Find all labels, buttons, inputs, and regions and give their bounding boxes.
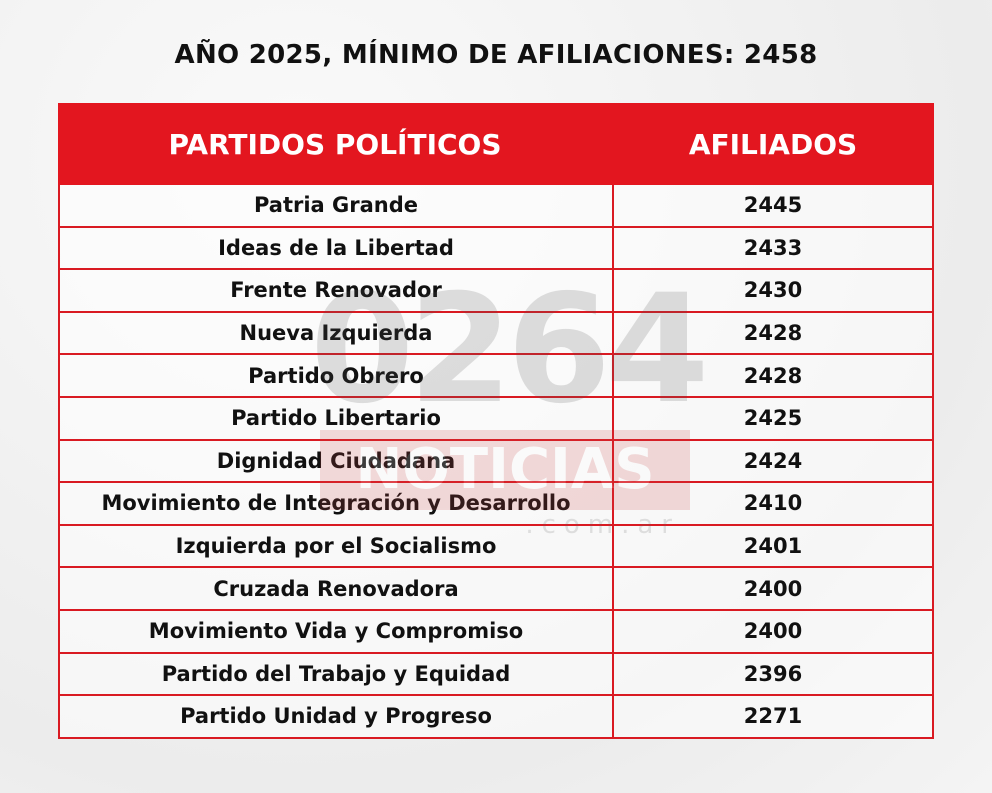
affiliates-count-cell: 2271 [743, 704, 803, 729]
party-name-cell: Partido del Trabajo y Equidad [60, 653, 614, 695]
table-row: Partido Libertario 2425 [58, 397, 934, 441]
party-name-cell: Patria Grande [60, 185, 614, 226]
affiliates-count-cell: 2445 [743, 193, 803, 218]
party-name-cell: Movimiento Vida y Compromiso [60, 610, 614, 652]
table-row: Partido Unidad y Progreso 2271 [58, 696, 934, 739]
party-name-cell: Dignidad Ciudadana [60, 440, 614, 482]
table-row: Nueva Izquierda 2428 [58, 312, 934, 356]
affiliates-table: PARTIDOS POLÍTICOS AFILIADOS Patria Gran… [58, 103, 934, 739]
party-name-cell: Cruzada Renovadora [60, 568, 614, 609]
table-row: Patria Grande 2445 [58, 185, 934, 228]
party-name-cell: Movimiento de Integración y Desarrollo [60, 483, 614, 524]
affiliates-count-cell: 2433 [743, 235, 803, 260]
table-row: Movimiento de Integración y Desarrollo 24… [58, 483, 934, 526]
table-row: Partido del Trabajo y Equidad 2396 [58, 653, 934, 697]
table-body: Patria Grande 2445 Ideas de la Libertad 243… [58, 185, 934, 739]
page-title: AÑO 2025, MÍNIMO DE AFILIACIONES: 2458 [174, 40, 818, 70]
affiliates-count-cell: 2428 [743, 363, 803, 388]
affiliates-count-cell: 2430 [743, 278, 803, 303]
party-name-cell: Partido Unidad y Progreso [60, 696, 614, 737]
party-name-cell: Nueva Izquierda [60, 312, 614, 354]
affiliates-count-cell: 2401 [743, 534, 803, 559]
table-row: Izquierda por el Socialismo 2401 [58, 525, 934, 569]
affiliates-count-cell: 2396 [743, 661, 803, 686]
table-row: Dignidad Ciudadana 2424 [58, 440, 934, 484]
party-name-cell: Izquierda por el Socialismo [60, 525, 614, 567]
affiliates-count-cell: 2425 [743, 406, 803, 431]
table-header: PARTIDOS POLÍTICOS AFILIADOS [58, 103, 934, 185]
party-name-cell: Partido Obrero [60, 355, 614, 396]
column-header-affiliates: AFILIADOS [688, 127, 858, 161]
table-row: Frente Renovador 2430 [58, 270, 934, 313]
affiliates-count-cell: 2410 [743, 491, 803, 516]
table-row: Ideas de la Libertad 2433 [58, 227, 934, 271]
party-name-cell: Ideas de la Libertad [60, 227, 614, 269]
table-row: Cruzada Renovadora 2400 [58, 568, 934, 611]
table-row: Partido Obrero 2428 [58, 355, 934, 398]
affiliates-count-cell: 2424 [743, 448, 803, 473]
party-name-cell: Frente Renovador [60, 270, 614, 311]
affiliates-count-cell: 2428 [743, 321, 803, 346]
column-header-parties: PARTIDOS POLÍTICOS [168, 127, 502, 161]
affiliates-count-cell: 2400 [743, 619, 803, 644]
party-name-cell: Partido Libertario [60, 397, 614, 439]
table-row: Movimiento Vida y Compromiso 2400 [58, 610, 934, 654]
affiliates-count-cell: 2400 [743, 576, 803, 601]
